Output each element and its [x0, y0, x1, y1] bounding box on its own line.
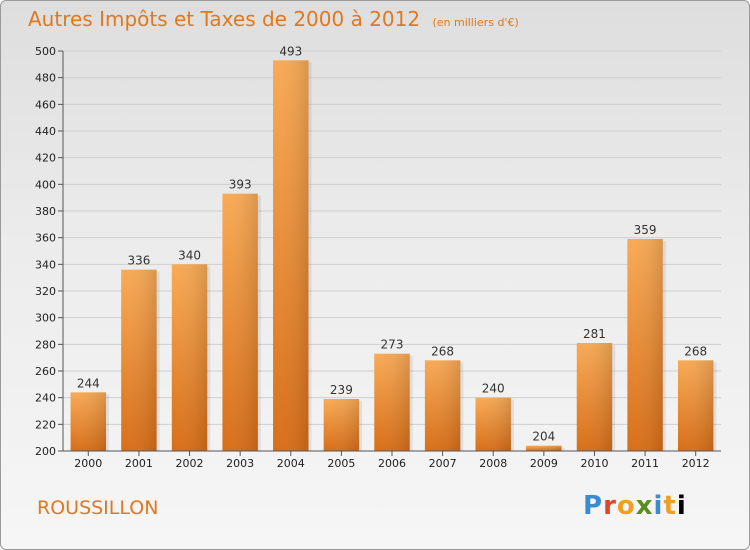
- y-tick-label: 380: [35, 205, 56, 218]
- chart-title: Autres Impôts et Taxes de 2000 à 2012 (e…: [28, 7, 519, 31]
- y-tick-label: 340: [35, 258, 56, 271]
- data-label: 239: [330, 383, 353, 397]
- bar-shade: [323, 399, 360, 451]
- data-label: 359: [634, 223, 657, 237]
- y-tick-label: 300: [35, 312, 56, 325]
- x-tick-label: 2005: [327, 457, 355, 470]
- y-tick-label: 480: [35, 72, 56, 85]
- data-label: 268: [684, 344, 707, 358]
- bar-shade: [121, 269, 157, 451]
- x-tick-label: 2003: [226, 457, 254, 470]
- x-tick-label: 2006: [378, 457, 406, 470]
- y-tick-label: 420: [35, 152, 56, 165]
- x-tick-label: 2004: [277, 457, 305, 470]
- data-label: 281: [583, 327, 606, 341]
- y-tick-label: 440: [35, 125, 56, 138]
- proxiti-logo[interactable]: Proxiti: [583, 491, 687, 521]
- bar-shade: [475, 397, 511, 451]
- y-tick-label: 360: [35, 232, 56, 245]
- bar-shade: [424, 360, 461, 451]
- x-tick-label: 2002: [176, 457, 204, 470]
- bar-layer: 244 336 340 393 493 239 273 268 240 204 281 359 268: [70, 44, 717, 451]
- x-tick-label: 2008: [479, 457, 507, 470]
- data-label: 268: [431, 344, 454, 358]
- bar-shade: [70, 392, 107, 451]
- y-tick-label: 200: [35, 445, 56, 458]
- x-tick-label: 2000: [74, 457, 102, 470]
- x-tick-label: 2001: [125, 457, 153, 470]
- y-tick-label: 500: [35, 45, 56, 58]
- bar-shade: [374, 353, 410, 451]
- bar-shade: [273, 60, 309, 451]
- bar-shade: [526, 445, 562, 451]
- x-tick-label: 2009: [530, 457, 558, 470]
- bar-shade: [576, 343, 613, 451]
- data-label: 244: [77, 376, 100, 390]
- y-tick-label: 280: [35, 338, 56, 351]
- logo-letter: P: [583, 491, 604, 521]
- x-tick-label: 2007: [429, 457, 457, 470]
- bar-shade: [677, 360, 714, 451]
- y-tick-label: 240: [35, 392, 56, 405]
- data-label: 273: [381, 338, 404, 352]
- x-tick-label: 2012: [682, 457, 710, 470]
- bar-shade: [222, 193, 258, 451]
- y-tick-label: 260: [35, 365, 56, 378]
- logo-letter: i: [653, 491, 664, 521]
- data-label: 393: [229, 178, 252, 192]
- data-label: 240: [482, 382, 505, 396]
- data-label: 340: [178, 248, 201, 262]
- y-tick-label: 460: [35, 98, 56, 111]
- y-tick-label: 400: [35, 178, 56, 191]
- data-label: 493: [279, 44, 302, 58]
- chart-subtitle: (en milliers d'€): [432, 16, 519, 29]
- axis-layer: 200 220 240 260 280 300 320 340 360 380 400 420 440 4…: [35, 45, 721, 470]
- logo-letter: o: [616, 491, 636, 521]
- logo-letter: t: [663, 491, 677, 521]
- logo-letter: x: [635, 491, 654, 521]
- y-tick-label: 320: [35, 285, 56, 298]
- logo-letter: r: [603, 491, 617, 521]
- bar-shade: [171, 264, 208, 451]
- x-tick-label: 2010: [580, 457, 608, 470]
- logo-letter: i: [676, 491, 687, 521]
- y-tick-label: 220: [35, 418, 56, 431]
- chart-title-text: Autres Impôts et Taxes de 2000 à 2012: [28, 7, 421, 31]
- x-tick-label: 2011: [631, 457, 659, 470]
- city-name: ROUSSILLON: [37, 497, 159, 519]
- data-label: 204: [532, 430, 555, 444]
- data-label: 336: [127, 254, 150, 268]
- bar-shade: [627, 239, 663, 451]
